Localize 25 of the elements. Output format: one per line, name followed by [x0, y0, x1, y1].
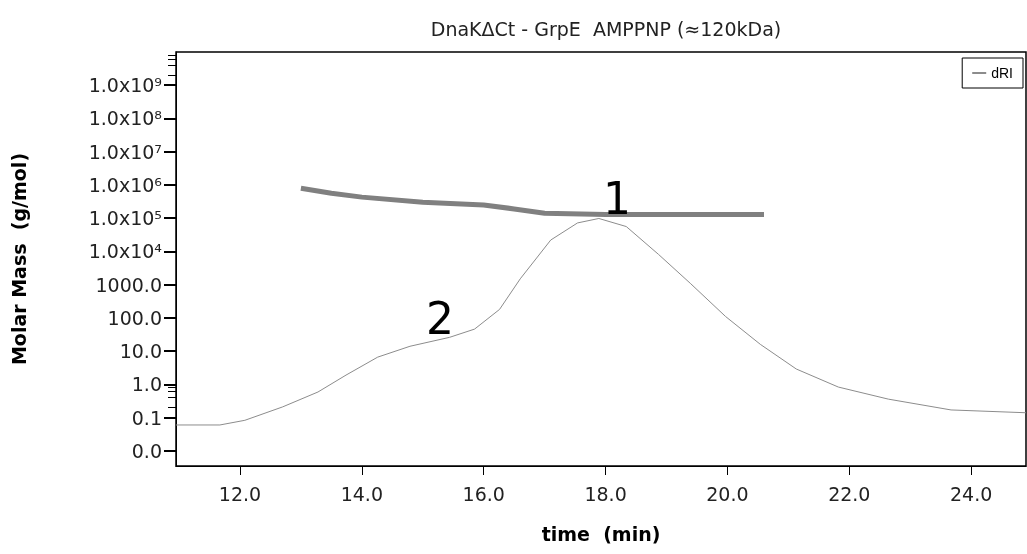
- x-tick-label: 12.0: [218, 482, 262, 505]
- y-tick-label: 0.1: [131, 406, 162, 429]
- y-tick-label: 1.0: [131, 373, 162, 396]
- x-tick-label: 14.0: [340, 482, 383, 505]
- x-tick-label: 24.0: [950, 482, 993, 505]
- x-tick-label: 18.0: [584, 482, 627, 505]
- y-tick-label: 1.0x10⁹: [88, 74, 162, 97]
- x-axis-title: time (min): [541, 522, 661, 545]
- annotation: 2: [426, 292, 454, 344]
- y-tick-label: 10.0: [119, 340, 162, 363]
- y-tick-label: 1.0x10⁸: [88, 107, 162, 130]
- y-tick-label: 1.0x10⁶: [88, 173, 162, 196]
- annotation: 1: [603, 172, 631, 224]
- y-tick-label: 1.0x10⁷: [88, 140, 162, 163]
- x-tick-label: 20.0: [706, 482, 749, 505]
- chart-title: DnaKΔCt - GrpE AMPPNP (≈120kDa): [430, 17, 782, 40]
- x-tick-label: 16.0: [462, 482, 505, 505]
- y-tick-label: 1000.0: [95, 273, 162, 296]
- y-tick-label: 1.0x10⁴: [88, 240, 163, 263]
- x-tick-label: 22.0: [828, 482, 871, 505]
- legend-label: dRI: [991, 65, 1014, 81]
- y-axis-title: Molar Mass (g/mol): [7, 152, 30, 366]
- y-tick-label: 100.0: [107, 306, 162, 329]
- y-tick-label: 1.0x10⁵: [88, 207, 162, 230]
- y-tick-label: 0.0: [131, 439, 162, 462]
